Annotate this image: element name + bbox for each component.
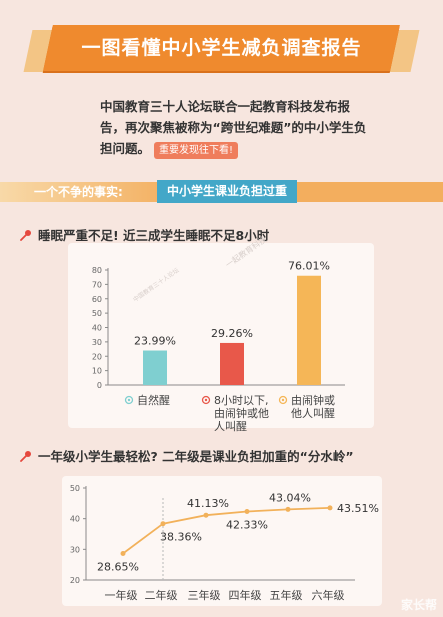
- series-line: [122, 507, 331, 555]
- legend-dot: [281, 398, 285, 402]
- y-tick-label: 80: [92, 266, 102, 275]
- point-value-label: 43.51%: [337, 502, 379, 515]
- y-tick-label: 20: [70, 576, 80, 585]
- y-tick-label: 50: [70, 484, 80, 493]
- category-label: 他人叫醒: [291, 407, 335, 420]
- y-tick-label: 40: [92, 324, 102, 333]
- point-value-label: 28.65%: [97, 560, 139, 573]
- x-tick-label: 三年级: [188, 588, 221, 602]
- category-label: 8小时以下,: [214, 394, 269, 407]
- page-title: 一图看懂中小学生减负调查报告: [81, 37, 362, 59]
- y-tick-label: 20: [92, 352, 102, 361]
- data-point: [244, 509, 250, 515]
- y-tick-label: 70: [92, 280, 102, 289]
- x-tick-label: 六年级: [312, 588, 345, 602]
- grade-title-text: 一年级小学生最轻松? 二年级是课业负担加重的“分水岭”: [38, 449, 354, 464]
- sleep-title-text: 睡眠严重不足! 近三成学生睡眠不足8小时: [38, 228, 270, 243]
- y-tick-label: 30: [70, 545, 80, 554]
- sleep-chart-card: [68, 243, 374, 428]
- legend-marker: [278, 395, 288, 405]
- fact-highlight: 中小学生课业负担过重: [157, 180, 298, 203]
- category-label: 由闹钟或他: [214, 406, 269, 420]
- y-tick-label: 0: [97, 381, 102, 390]
- y-tick-label: 50: [92, 309, 102, 318]
- legend-dot: [204, 398, 208, 402]
- data-point: [160, 521, 166, 527]
- intro-paragraph: 中国教育三十人论坛联合一起教育科技发布报告，再次聚焦被称为“跨世纪难题”的中小学…: [100, 96, 372, 159]
- data-point: [203, 512, 209, 518]
- grade-section-title: 一年级小学生最轻松? 二年级是课业负担加重的“分水岭”: [20, 446, 354, 465]
- point-value-label: 43.04%: [269, 491, 311, 504]
- legend-marker: [124, 395, 134, 405]
- bar-value-label: 23.99%: [134, 335, 176, 348]
- data-point: [285, 506, 291, 512]
- y-tick-label: 30: [92, 338, 102, 347]
- point-value-label: 41.13%: [187, 497, 229, 510]
- y-tick-label: 40: [70, 515, 80, 524]
- x-tick-label: 四年级: [229, 588, 262, 602]
- point-value-label: 42.33%: [226, 519, 268, 532]
- intro-badge: 重要发现往下看!: [154, 142, 239, 159]
- microphone-icon: [20, 450, 31, 462]
- y-tick-label: 60: [92, 295, 102, 304]
- legend-dot: [127, 398, 131, 402]
- bar-2: [220, 342, 244, 385]
- category-label: 由闹钟或: [291, 393, 335, 407]
- x-tick-label: 二年级: [145, 588, 178, 602]
- y-tick-label: 10: [92, 367, 102, 376]
- intro-text: 中国教育三十人论坛联合一起教育科技发布报告，再次聚焦被称为“跨世纪难题”的中小学…: [100, 99, 367, 156]
- bar-1: [143, 350, 167, 385]
- legend-marker: [201, 395, 211, 405]
- grade-chart-card: [62, 476, 382, 606]
- fact-label: 一个不争的事实:: [34, 185, 123, 199]
- data-point: [327, 505, 333, 511]
- sleep-section-title: 睡眠严重不足! 近三成学生睡眠不足8小时: [20, 225, 269, 244]
- point-value-label: 38.36%: [160, 531, 202, 544]
- watermark: 家长帮: [400, 598, 437, 612]
- category-label: 自然醒: [137, 393, 170, 407]
- bar-value-label: 76.01%: [288, 260, 330, 273]
- data-point: [120, 550, 126, 556]
- bar-value-label: 29.26%: [211, 327, 253, 340]
- category-label: 人叫醒: [214, 420, 247, 433]
- x-tick-label: 五年级: [270, 588, 303, 602]
- x-tick-label: 一年级: [105, 588, 138, 602]
- microphone-icon: [20, 229, 31, 241]
- bar-3: [297, 275, 321, 385]
